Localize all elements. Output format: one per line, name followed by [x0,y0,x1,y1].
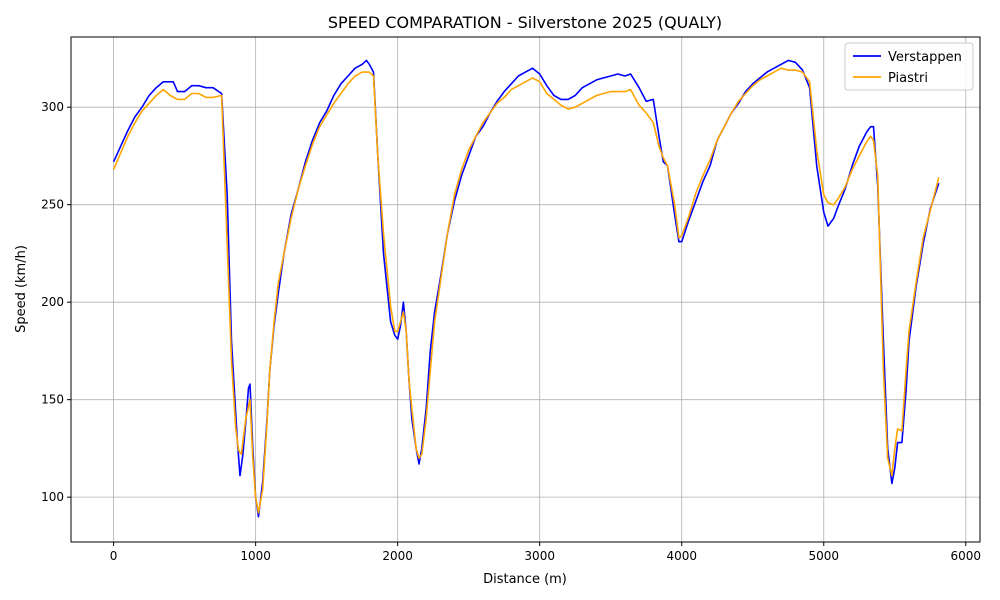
y-tick-label: 150 [41,393,64,407]
plot-frame [70,36,981,543]
legend-label-piastri: Piastri [888,71,928,86]
y-tick-label: 200 [41,295,64,309]
series-line-piastri [112,67,940,514]
x-tick-label: 5000 [808,549,839,563]
x-axis-ticks: 0 1000 2000 3000 4000 5000 6000 [110,542,981,563]
series-layer [112,59,940,518]
grid-lines [71,37,980,542]
chart-title: SPEED COMPARATION - Silverstone 2025 (QU… [328,13,722,32]
x-tick-label: 0 [110,549,118,563]
y-tick-label: 100 [41,490,64,504]
y-tick-label: 300 [41,100,64,114]
y-axis-label: Speed (km/h) [14,245,29,333]
legend-label-verstappen: Verstappen [888,50,962,65]
y-axis-ticks: 100 150 200 250 300 [41,100,71,504]
legend: Verstappen Piastri [844,42,974,91]
legend-box [844,42,974,91]
x-tick-label: 3000 [524,549,555,563]
x-tick-label: 1000 [240,549,271,563]
x-axis-label: Distance (m) [483,572,567,587]
x-tick-label: 2000 [382,549,413,563]
y-tick-label: 250 [41,198,64,212]
x-tick-label: 4000 [666,549,697,563]
x-tick-label: 6000 [951,549,982,563]
